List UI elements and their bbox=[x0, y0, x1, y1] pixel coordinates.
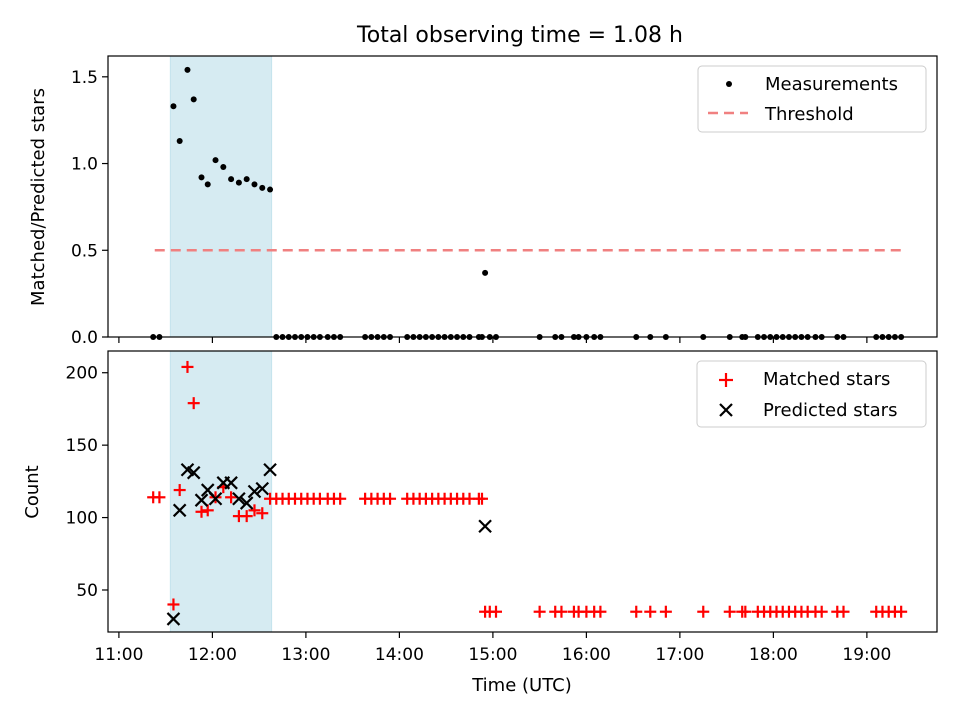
predicted-stars-point bbox=[247, 484, 262, 499]
count-legend-box bbox=[696, 360, 927, 428]
matched-stars-point bbox=[173, 484, 186, 497]
matched-stars-point bbox=[533, 605, 546, 618]
predicted-stars-point bbox=[263, 462, 277, 477]
matched-stars-point bbox=[644, 605, 657, 618]
ratio-y-axis-label: Matched/Predicted stars bbox=[28, 88, 49, 306]
y-tick-label: 50 bbox=[76, 581, 98, 601]
predicted-stars-point bbox=[208, 491, 223, 506]
measurement-point bbox=[243, 176, 250, 183]
matched-stars-point bbox=[334, 492, 347, 505]
x-tick-label: 18:00 bbox=[749, 645, 798, 665]
x-tick-label: 13:00 bbox=[281, 645, 330, 665]
matched-stars-point bbox=[630, 605, 643, 618]
count-legend: Matched stars Predicted stars bbox=[696, 360, 927, 428]
measurement-point bbox=[204, 181, 211, 188]
measurement-point bbox=[212, 157, 219, 164]
measurement-point bbox=[176, 137, 183, 144]
measurement-point bbox=[190, 96, 197, 103]
figure-title: Total observing time = 1.08 h bbox=[356, 23, 683, 48]
matched-stars-point bbox=[256, 507, 269, 520]
matched-stars-point bbox=[739, 605, 752, 618]
x-tick-label: 14:00 bbox=[375, 645, 424, 665]
matched-stars-point bbox=[181, 360, 194, 373]
legend-predicted-marker bbox=[719, 403, 733, 417]
matched-stars-point bbox=[594, 605, 607, 618]
measurement-point bbox=[184, 66, 191, 73]
y-tick-label: 1.0 bbox=[71, 155, 98, 175]
y-tick-label: 200 bbox=[66, 364, 98, 384]
measurement-point bbox=[228, 176, 235, 183]
ratio-legend: Measurements Threshold bbox=[697, 65, 927, 133]
measurement-point bbox=[259, 184, 266, 191]
matched-stars-point bbox=[201, 504, 214, 517]
matched-stars-point bbox=[195, 505, 208, 518]
y-tick-label: 1.5 bbox=[71, 68, 98, 88]
count-observing-window-span bbox=[169, 350, 273, 633]
predicted-stars-point bbox=[194, 493, 209, 507]
ratio-observing-window-span bbox=[169, 55, 273, 338]
matched-stars-point bbox=[815, 605, 828, 618]
matched-stars-point bbox=[475, 492, 488, 505]
predicted-stars-point bbox=[255, 481, 270, 496]
y-tick-label: 0.5 bbox=[71, 241, 98, 261]
matched-stars-point bbox=[384, 492, 397, 505]
y-tick-label: 100 bbox=[66, 509, 98, 529]
legend-matched-marker bbox=[719, 373, 733, 387]
legend-measurements-label: Measurements bbox=[765, 74, 898, 95]
x-tick-label: 17:00 bbox=[655, 645, 704, 665]
measurement-point bbox=[198, 174, 205, 181]
legend-threshold-label: Threshold bbox=[764, 104, 854, 125]
matched-stars-point bbox=[895, 605, 908, 618]
measurement-point bbox=[251, 181, 258, 188]
measurement-point bbox=[170, 103, 177, 110]
count-marks bbox=[147, 360, 908, 626]
count-y-axis-label: Count bbox=[22, 465, 43, 518]
measurement-point bbox=[235, 179, 242, 186]
matched-stars-point bbox=[555, 605, 568, 618]
predicted-stars-point bbox=[224, 476, 238, 490]
x-tick-label: 12:00 bbox=[188, 645, 237, 665]
matched-stars-point bbox=[723, 605, 736, 618]
measurement-point bbox=[267, 186, 274, 193]
count-panel: 50 100 150 200 11:00 12:00 13:00 14:00 15:00 16:0… bbox=[22, 350, 938, 665]
measurement-point bbox=[220, 164, 227, 171]
x-axis-label: Time (UTC) bbox=[471, 675, 572, 696]
predicted-stars-point bbox=[239, 496, 254, 510]
matched-stars-point bbox=[153, 491, 166, 504]
x-tick-label: 15:00 bbox=[468, 645, 517, 665]
ratio-axes-ticks: 0.0 0.5 1.0 1.5 bbox=[71, 68, 868, 348]
legend-predicted-label: Predicted stars bbox=[763, 400, 897, 421]
matched-stars-point bbox=[659, 605, 672, 618]
predicted-stars-point bbox=[186, 465, 201, 480]
matched-stars-point bbox=[187, 397, 200, 410]
matched-stars-point bbox=[490, 605, 503, 618]
matched-stars-point bbox=[167, 598, 180, 611]
predicted-stars-point bbox=[172, 503, 187, 518]
y-tick-label: 0.0 bbox=[71, 328, 98, 348]
count-axes-frame bbox=[107, 350, 938, 633]
x-tick-label: 11:00 bbox=[94, 645, 143, 665]
ratio-legend-box bbox=[697, 65, 927, 133]
matched-stars-point bbox=[248, 504, 261, 517]
matched-stars-point bbox=[697, 605, 710, 618]
x-tick-label: 19:00 bbox=[842, 645, 891, 665]
legend-matched-label: Matched stars bbox=[763, 369, 890, 390]
predicted-stars-point bbox=[166, 612, 181, 626]
count-axes-ticks: 50 100 150 200 11:00 12:00 13:00 14:00 15:00 16:0… bbox=[66, 364, 892, 665]
matched-stars-point bbox=[240, 510, 253, 523]
x-tick-label: 16:00 bbox=[562, 645, 611, 665]
ratio-panel: 0.0 0.5 1.0 1.5 Matched/Predicted stars Mea… bbox=[28, 55, 938, 348]
ratio-axes-frame bbox=[107, 55, 938, 338]
matched-stars-point bbox=[837, 605, 850, 618]
predicted-stars-point bbox=[232, 491, 246, 506]
measurement-point bbox=[482, 269, 489, 276]
predicted-stars-point bbox=[478, 519, 492, 534]
matched-stars-point bbox=[225, 491, 238, 504]
y-tick-label: 150 bbox=[66, 436, 98, 456]
legend-measurements-marker bbox=[726, 81, 732, 87]
